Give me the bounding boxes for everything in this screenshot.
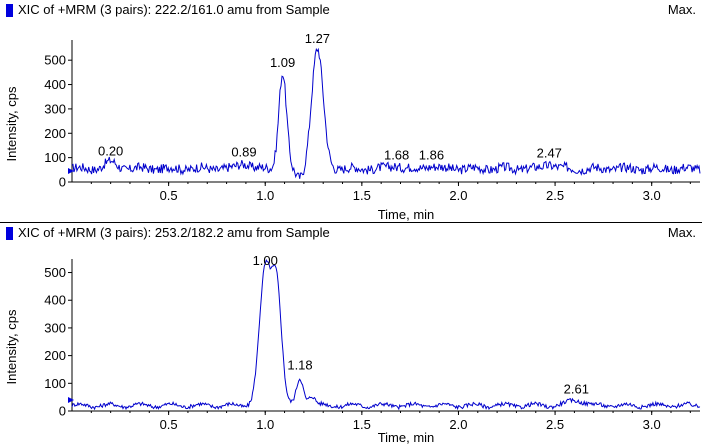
x-tick-label: 2.5 xyxy=(546,417,564,432)
peak-label: 2.61 xyxy=(564,381,589,396)
trace-marker[interactable] xyxy=(6,227,13,240)
chromatogram-panel-1: XIC of +MRM (3 pairs): 222.2/161.0 amu f… xyxy=(0,0,702,222)
peak-label: 2.47 xyxy=(537,146,562,161)
y-tick-label: 0 xyxy=(59,404,66,419)
x-tick-label: 2.0 xyxy=(449,417,467,432)
x-tick-label: 2.5 xyxy=(546,188,564,203)
y-tick-label: 500 xyxy=(44,265,66,280)
y-tick-label: 200 xyxy=(44,348,66,363)
chromatogram-panel-2: XIC of +MRM (3 pairs): 253.2/182.2 amu f… xyxy=(0,223,702,446)
panel-header: XIC of +MRM (3 pairs): 253.2/182.2 amu f… xyxy=(0,223,702,243)
peak-label: 1.09 xyxy=(270,55,295,70)
y-tick-label: 400 xyxy=(44,293,66,308)
y-tick-label: 0 xyxy=(59,175,66,190)
y-axis-label: Intensity, cps xyxy=(4,309,19,384)
x-tick-label: 1.5 xyxy=(353,417,371,432)
y-tick-label: 100 xyxy=(44,150,66,165)
peak-label: 1.00 xyxy=(253,253,278,268)
x-tick-label: 0.5 xyxy=(160,417,178,432)
chart-plot[interactable]: 0 100 200 300 400 500 0.5 1.0 1.5 2.0 2.5 3.0 Time, … xyxy=(0,223,702,446)
x-tick-label: 1.5 xyxy=(353,188,371,203)
y-tick-label: 100 xyxy=(44,376,66,391)
baseline-marker xyxy=(68,168,74,174)
max-label[interactable]: Max. xyxy=(667,225,696,240)
panel-title: XIC of +MRM (3 pairs): 222.2/161.0 amu f… xyxy=(18,2,330,17)
peak-label: 0.20 xyxy=(98,143,123,158)
x-axis-label: Time, min xyxy=(378,430,435,445)
max-label[interactable]: Max. xyxy=(667,2,696,17)
x-tick-label: 1.0 xyxy=(256,188,274,203)
y-tick-label: 400 xyxy=(44,77,66,92)
peak-label: 1.86 xyxy=(419,147,444,162)
y-tick-label: 300 xyxy=(44,101,66,116)
y-tick-label: 300 xyxy=(44,320,66,335)
chart-plot[interactable]: 0 100 200 300 400 500 0.5 1.0 1.5 2.0 2.5 3.0 Time, … xyxy=(0,0,702,222)
trace-line xyxy=(71,47,701,179)
y-tick-label: 200 xyxy=(44,126,66,141)
x-tick-label: 3.0 xyxy=(643,188,661,203)
trace-marker[interactable] xyxy=(6,4,13,17)
x-tick-label: 2.0 xyxy=(449,188,467,203)
peak-label: 1.68 xyxy=(384,147,409,162)
x-tick-label: 1.0 xyxy=(256,417,274,432)
panel-divider xyxy=(0,222,702,223)
x-tick-label: 0.5 xyxy=(160,188,178,203)
y-tick-label: 500 xyxy=(44,53,66,68)
x-axis-label: Time, min xyxy=(378,207,435,222)
panel-title: XIC of +MRM (3 pairs): 253.2/182.2 amu f… xyxy=(18,225,330,240)
panel-header: XIC of +MRM (3 pairs): 222.2/161.0 amu f… xyxy=(0,0,702,20)
trace-line xyxy=(71,259,701,411)
peak-label: 1.27 xyxy=(305,31,330,46)
x-tick-label: 3.0 xyxy=(643,417,661,432)
y-axis-label: Intensity, cps xyxy=(4,86,19,161)
peak-label: 0.89 xyxy=(231,145,256,160)
peak-label: 1.18 xyxy=(287,358,312,373)
baseline-marker xyxy=(68,397,74,403)
